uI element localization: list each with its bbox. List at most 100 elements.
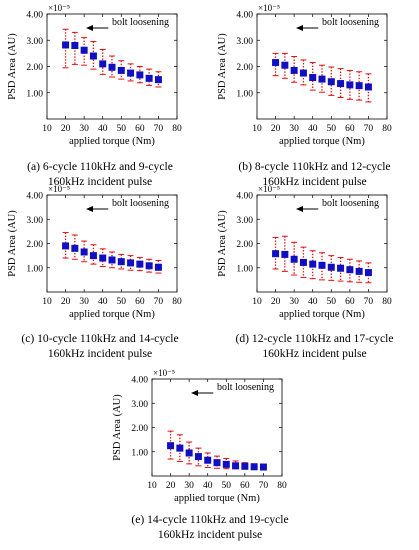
caption-line: (c) 10-cycle 110kHz and 14-cycle: [21, 332, 179, 345]
data-point: [281, 61, 289, 69]
x-tick-label: 20: [166, 481, 176, 491]
data-point: [71, 42, 79, 49]
x-tick-label: 30: [289, 297, 299, 307]
data-point: [154, 263, 162, 271]
x-tick-label: 50: [117, 124, 127, 134]
exponent-label: ×10⁻⁵: [48, 184, 70, 194]
caption-line: 160kHz incident pulse: [157, 528, 263, 541]
chart-e: 10 20 30 40 50 60 70 80 1.00 2.00 3.00 4.00 ×10⁻⁵ app…: [112, 368, 287, 504]
data-point: [176, 444, 184, 452]
caption-b: (b) 8-cycle 110kHz and 12-cycle 160kHz in…: [210, 159, 419, 189]
x-tick-label: 50: [327, 297, 337, 307]
y-tick-label: 4.00: [26, 11, 43, 21]
annotation-arrow-head: [86, 206, 93, 212]
caption-d: (d) 12-cycle 110kHz and 17-cycle 160kHz i…: [210, 331, 419, 361]
x-tick-label: 10: [147, 481, 157, 491]
caption-line: (e) 14-cycle 110kHz and 19-cycle: [131, 513, 289, 526]
x-tick-label: 20: [271, 124, 281, 134]
data-point: [272, 59, 280, 67]
data-point: [364, 83, 372, 91]
data-point: [204, 456, 212, 464]
x-tick-label: 80: [382, 297, 392, 307]
x-tick-label: 20: [271, 297, 281, 307]
y-tick-label: 3.00: [131, 400, 148, 410]
x-tick-label: 60: [240, 481, 250, 491]
data-point: [185, 449, 193, 457]
annotation-arrow-head: [296, 25, 303, 31]
chart-b: 10 20 30 40 50 60 70 80 1.00 2.00 3.00 4.00 ×10⁻⁵ app…: [217, 3, 392, 147]
y-tick-label: 2.00: [26, 63, 43, 73]
annotation-text: bolt loosening: [322, 198, 379, 209]
x-axis-label: applied torque (Nm): [69, 309, 155, 320]
x-tick-label: 10: [252, 297, 262, 307]
y-tick-label: 1.00: [236, 89, 253, 99]
annotation-arrow-head: [296, 206, 303, 212]
x-tick-label: 30: [289, 124, 299, 134]
x-axis-label: applied torque (Nm): [174, 493, 260, 504]
y-tick-label: 2.00: [236, 240, 253, 250]
data-point: [145, 74, 153, 82]
y-axis-label: PSD Area (AU): [217, 33, 228, 100]
x-tick-label: 40: [98, 297, 108, 307]
data-point: [222, 460, 230, 468]
data-point: [290, 66, 298, 74]
data-point: [355, 267, 363, 275]
x-axis-label: applied torque (Nm): [279, 309, 365, 320]
data-point: [327, 263, 335, 271]
x-tick-label: 10: [252, 124, 262, 134]
caption-line: (a) 6-cycle 110kHz and 9-cycle: [27, 160, 173, 173]
y-tick-label: 3.00: [26, 216, 43, 226]
data-point: [355, 82, 363, 90]
chart-c: 10 20 30 40 50 60 70 80 1.00 2.00 3.00 4.00 ×10⁻⁵ app…: [7, 184, 182, 320]
data-point: [364, 269, 372, 277]
data-point: [80, 46, 88, 54]
x-tick-label: 60: [345, 124, 355, 134]
data-point: [62, 242, 70, 250]
x-tick-label: 30: [79, 297, 89, 307]
x-tick-label: 60: [135, 297, 145, 307]
data-point: [99, 254, 107, 262]
data-point: [337, 80, 345, 88]
y-tick-label: 4.00: [236, 192, 253, 202]
data-point: [346, 81, 354, 89]
x-tick-label: 20: [61, 297, 71, 307]
data-point: [250, 463, 258, 471]
y-tick-label: 2.00: [131, 424, 148, 434]
data-point: [232, 462, 240, 470]
y-axis-label: PSD Area (AU): [7, 33, 18, 100]
exponent-label: ×10⁻⁵: [258, 3, 280, 13]
data-point: [346, 266, 354, 274]
y-axis-label: PSD Area (AU): [7, 210, 18, 277]
data-point: [259, 463, 267, 471]
exponent-label: ×10⁻⁵: [153, 368, 175, 378]
annotation-text: bolt loosening: [322, 17, 379, 28]
data-point: [309, 74, 317, 82]
x-tick-label: 70: [154, 124, 164, 134]
x-axis-label: applied torque (Nm): [279, 136, 365, 147]
y-axis-label: PSD Area (AU): [112, 394, 123, 461]
y-tick-label: 1.00: [26, 264, 43, 274]
data-point: [281, 250, 289, 258]
data-point: [337, 264, 345, 272]
data-point: [213, 459, 221, 467]
x-tick-label: 80: [277, 481, 287, 491]
data-point: [241, 462, 249, 470]
x-tick-label: 70: [154, 297, 164, 307]
annotation-text: bolt loosening: [112, 198, 169, 209]
x-tick-label: 40: [203, 481, 213, 491]
annotation-text: bolt loosening: [112, 17, 169, 28]
caption-c: (c) 10-cycle 110kHz and 14-cycle 160kHz i…: [0, 331, 200, 361]
x-tick-label: 40: [308, 124, 318, 134]
y-axis-label: PSD Area (AU): [217, 210, 228, 277]
caption-line: 160kHz incident pulse: [47, 175, 153, 188]
annotation-text: bolt loosening: [217, 382, 274, 393]
caption-a: (a) 6-cycle 110kHz and 9-cycle 160kHz inc…: [0, 159, 200, 189]
data-point: [272, 250, 280, 258]
chart-panel-d: 10 20 30 40 50 60 70 80 1.00 2.00 3.00 4.00 ×10⁻⁵ app…: [210, 183, 419, 373]
y-tick-label: 2.00: [26, 240, 43, 250]
data-point: [167, 442, 175, 450]
data-point: [194, 453, 202, 461]
exponent-label: ×10⁻⁵: [258, 184, 280, 194]
y-tick-label: 1.00: [236, 264, 253, 274]
data-point: [318, 261, 326, 269]
